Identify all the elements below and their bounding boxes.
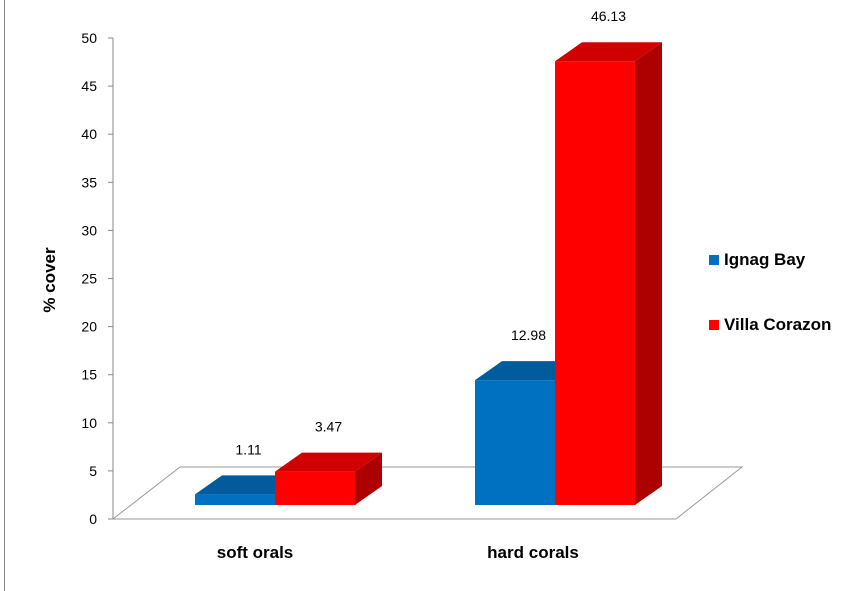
chart-floor (111, 466, 744, 520)
y-tick-label: 20 (81, 319, 97, 335)
bar-villa-corazon-soft-orals (275, 452, 382, 505)
y-tick-label: 10 (81, 415, 97, 431)
data-label: 46.13 (591, 8, 626, 24)
y-tick-label: 35 (81, 174, 97, 190)
y-tick-label: 0 (89, 511, 97, 527)
x-category-label: hard corals (487, 543, 579, 562)
bar-side-face (635, 42, 662, 505)
y-tick-label: 50 (81, 30, 97, 46)
legend-swatch (709, 255, 719, 265)
y-tick-label: 15 (81, 367, 97, 383)
legend-label: Ignag Bay (724, 250, 806, 269)
bar-top-face (555, 42, 662, 62)
y-tick-label: 30 (81, 222, 97, 238)
chart-frame-edge (4, 0, 5, 591)
bar-front-face (195, 494, 275, 505)
y-axis-title: % cover (40, 247, 59, 313)
bar-front-face (275, 471, 355, 505)
bar-front-face (475, 380, 555, 505)
data-label: 1.11 (235, 441, 261, 457)
y-tick-label: 25 (81, 271, 97, 287)
data-label: 12.98 (511, 327, 546, 343)
y-tick-label: 5 (89, 463, 97, 479)
legend-label: Villa Corazon (724, 315, 831, 334)
y-tick-label: 40 (81, 126, 97, 142)
legend-swatch (709, 320, 719, 330)
data-label: 3.47 (315, 419, 342, 435)
bar-villa-corazon-hard-corals (555, 42, 662, 505)
bar-front-face (555, 61, 635, 505)
x-category-label: soft orals (217, 543, 294, 562)
bar-side-face (355, 452, 382, 505)
y-tick-label: 45 (81, 78, 97, 94)
bar-top-face (275, 452, 382, 472)
